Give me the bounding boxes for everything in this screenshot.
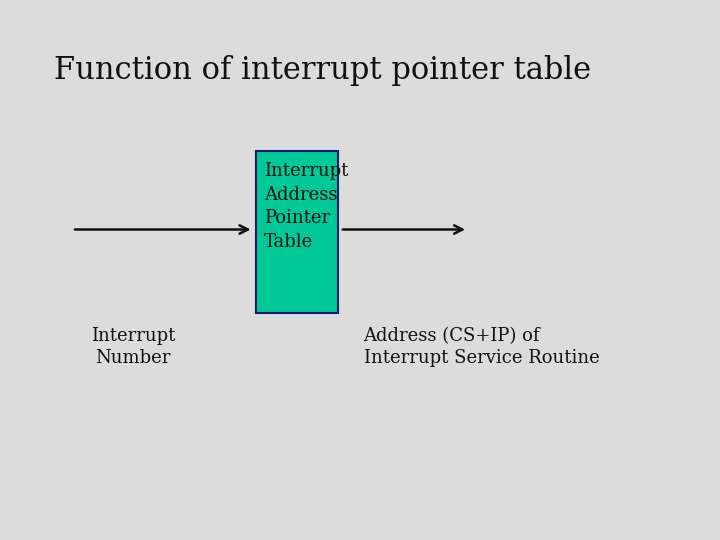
Text: Address (CS+IP) of
Interrupt Service Routine: Address (CS+IP) of Interrupt Service Rou… — [364, 327, 599, 367]
Bar — [256, 151, 338, 313]
Text: Interrupt
Address
Pointer
Table: Interrupt Address Pointer Table — [264, 162, 348, 251]
Text: Function of interrupt pointer table: Function of interrupt pointer table — [54, 55, 591, 86]
Text: Interrupt
Number: Interrupt Number — [91, 327, 176, 367]
